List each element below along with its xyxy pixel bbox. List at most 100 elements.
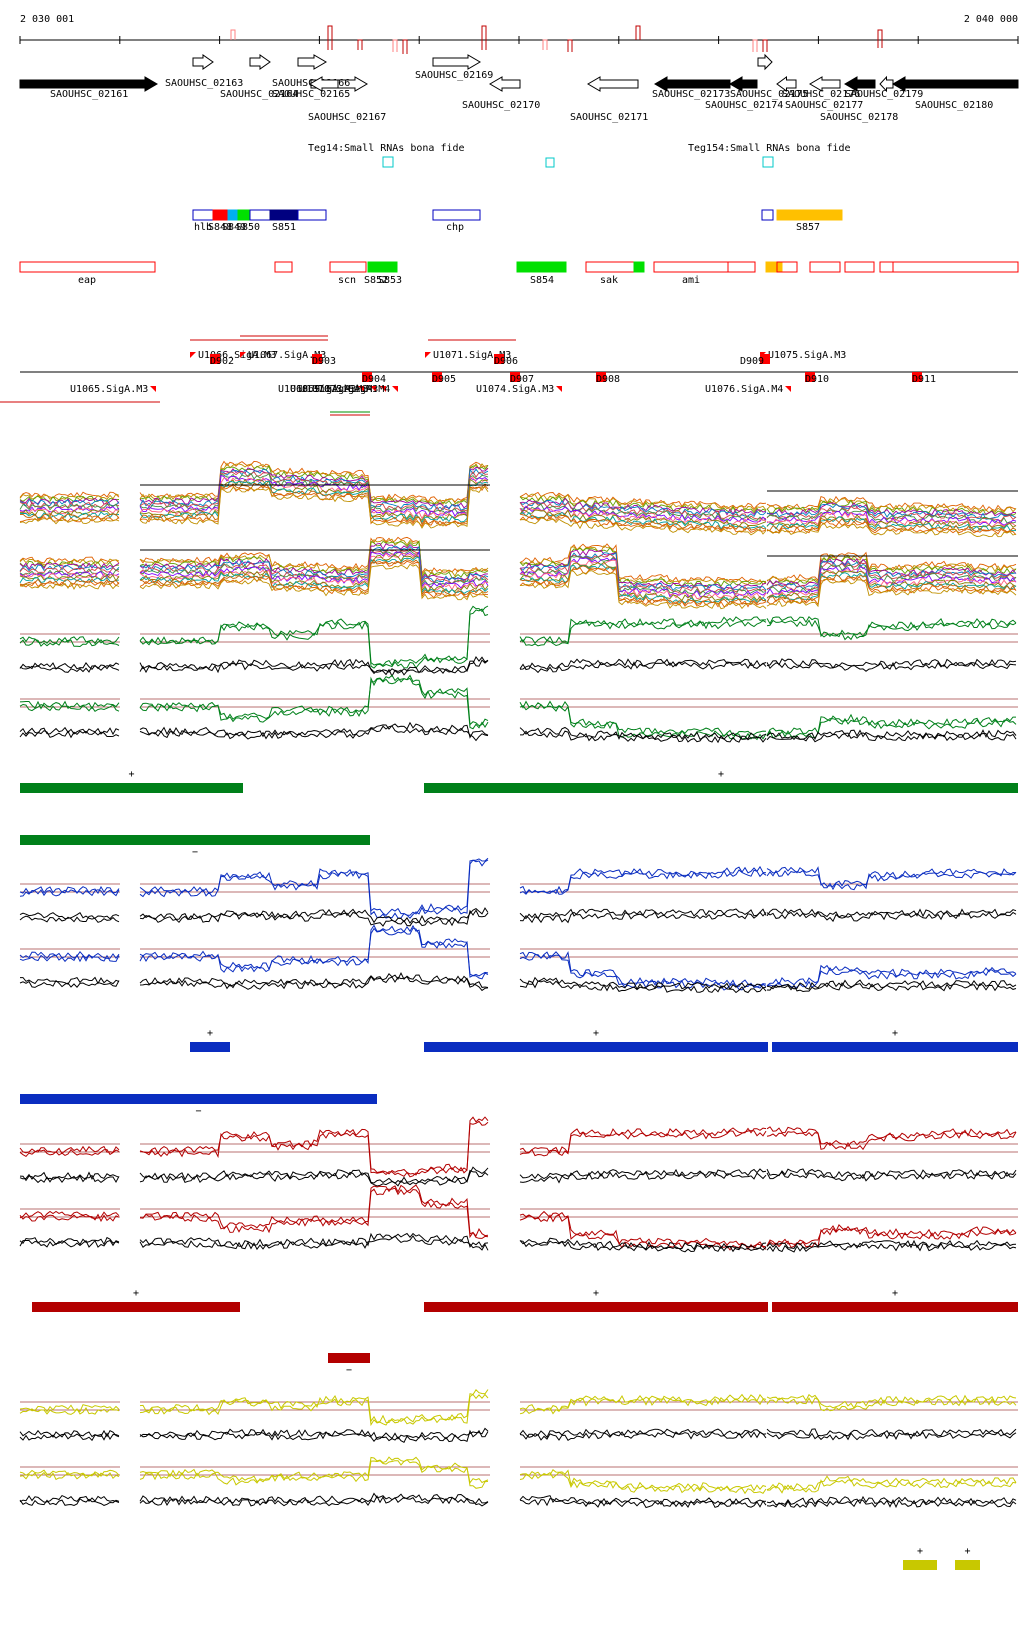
gene-label: SAOUHSC_02167 bbox=[308, 112, 386, 123]
gene-arrow bbox=[249, 54, 271, 70]
expression-line bbox=[19, 608, 1017, 669]
gene-arrow bbox=[192, 54, 214, 70]
terminator-label: D911 bbox=[912, 374, 936, 385]
expression-line bbox=[19, 1166, 1017, 1184]
terminator-box bbox=[596, 372, 606, 382]
expression-line bbox=[19, 1169, 1017, 1187]
terminator-box bbox=[912, 372, 922, 382]
promoter-flag bbox=[240, 352, 246, 358]
expression-line bbox=[19, 1459, 1017, 1495]
gene-arrow bbox=[654, 76, 731, 92]
gene-label: SAOUHSC_02170 bbox=[462, 100, 540, 111]
expression-line bbox=[19, 1120, 1017, 1178]
gene-arrow bbox=[757, 53, 773, 71]
expression-line bbox=[19, 552, 1017, 600]
expression-line bbox=[19, 1184, 1017, 1248]
terminator-label: D909 bbox=[740, 356, 764, 367]
expression-line bbox=[19, 1116, 1017, 1176]
ruler-start-label: 2 030 001 bbox=[20, 14, 74, 25]
gene-label: SAOUHSC_02165 bbox=[272, 89, 350, 100]
strand-minus-label: − bbox=[346, 1365, 352, 1376]
terminator-label: D906 bbox=[494, 356, 518, 367]
strand-minus-label: − bbox=[192, 847, 198, 858]
gene-arrow bbox=[309, 76, 339, 92]
feature-label: sak bbox=[600, 275, 618, 286]
strand-bar bbox=[20, 1094, 377, 1104]
feature-block bbox=[809, 261, 841, 273]
expression-line bbox=[19, 659, 1017, 678]
promoter-flag bbox=[425, 352, 431, 358]
feature-block bbox=[633, 261, 645, 273]
terminator-box bbox=[510, 372, 520, 382]
ruler-mark bbox=[762, 39, 768, 52]
terminator-box bbox=[312, 354, 322, 364]
promoter-flag bbox=[392, 386, 398, 392]
segment-label: S851 bbox=[272, 222, 296, 233]
expression-line bbox=[19, 465, 1017, 516]
feature-block bbox=[516, 261, 567, 273]
terminator-label: D908 bbox=[596, 374, 620, 385]
gene-label: SAOUHSC_02175 bbox=[730, 89, 808, 100]
gene-label: SAOUHSC_02178 bbox=[820, 112, 898, 123]
small-rna-label: Teg14:Small RNAs bona fide bbox=[308, 143, 465, 154]
expression-line bbox=[19, 467, 1017, 517]
terminator-label: D902 bbox=[210, 356, 234, 367]
expression-line bbox=[19, 460, 1017, 512]
expression-line bbox=[19, 1492, 1017, 1506]
expression-line bbox=[20, 971, 1017, 991]
gene-label: SAOUHSC_02180 bbox=[915, 100, 993, 111]
strand-bar bbox=[424, 783, 1018, 793]
strand-bar bbox=[903, 1560, 937, 1570]
expression-line bbox=[19, 656, 1017, 674]
terminator-box bbox=[760, 354, 770, 364]
expression-line bbox=[19, 676, 1017, 741]
strand-plus-label: + bbox=[892, 1288, 898, 1299]
terminator-label: D903 bbox=[312, 356, 336, 367]
segment-block bbox=[237, 209, 251, 221]
promoter-flag bbox=[380, 386, 386, 392]
strand-bar bbox=[20, 783, 243, 793]
gene-label: SAOUHSC_02179 bbox=[845, 89, 923, 100]
feature-block bbox=[892, 261, 1019, 273]
ruler-mark bbox=[542, 39, 548, 50]
terminator-label: D910 bbox=[805, 374, 829, 385]
expression-line bbox=[19, 468, 1017, 520]
strand-bar bbox=[424, 1042, 768, 1052]
segment-label: S848 bbox=[208, 222, 232, 233]
strand-bar bbox=[20, 835, 370, 845]
feature-label: S852 bbox=[364, 275, 388, 286]
segment-block bbox=[776, 209, 843, 221]
strand-plus-label: + bbox=[133, 1288, 139, 1299]
expression-line bbox=[19, 472, 1017, 524]
small-rna-label: Teg154:Small RNAs bona fide bbox=[688, 143, 851, 154]
gene-label: SAOUHSC_02161 bbox=[50, 89, 128, 100]
expression-line bbox=[19, 721, 1017, 741]
ruler-mark bbox=[877, 29, 883, 48]
feature-block bbox=[585, 261, 635, 273]
promoter-label-top: U1075.SigA.M3 bbox=[768, 350, 846, 361]
promoter-label-bottom: U1070.SigA.M3 bbox=[300, 384, 378, 395]
expression-line bbox=[19, 563, 1017, 610]
ruler-mark bbox=[357, 39, 363, 50]
promoter-label-bottom: U1074.SigA.M3 bbox=[476, 384, 554, 395]
strand-plus-label: + bbox=[593, 1028, 599, 1039]
strand-plus-label: + bbox=[593, 1288, 599, 1299]
segment-block bbox=[192, 209, 214, 221]
feature-block bbox=[367, 261, 398, 273]
promoter-label-bottom: U1069.SigA.M3 bbox=[290, 384, 368, 395]
feature-label: S854 bbox=[530, 275, 554, 286]
expression-line bbox=[19, 545, 1017, 592]
feature-block bbox=[19, 261, 156, 273]
promoter-label-top: U1066.SigA.M3 bbox=[198, 350, 276, 361]
terminator-box bbox=[432, 372, 442, 382]
terminator-box bbox=[362, 372, 372, 382]
promoter-label-top: U1067.SigA.M3 bbox=[248, 350, 326, 361]
promoter-label-bottom: U1073.SigA.M4 bbox=[312, 384, 390, 395]
feature-label: eap bbox=[78, 275, 96, 286]
expression-line bbox=[19, 907, 1017, 924]
terminator-box bbox=[210, 354, 220, 364]
gene-label: SAOUHSC_02169 bbox=[415, 70, 493, 81]
expression-line bbox=[19, 1494, 1017, 1509]
ruler-mark bbox=[481, 25, 487, 50]
segment-block bbox=[249, 209, 271, 221]
